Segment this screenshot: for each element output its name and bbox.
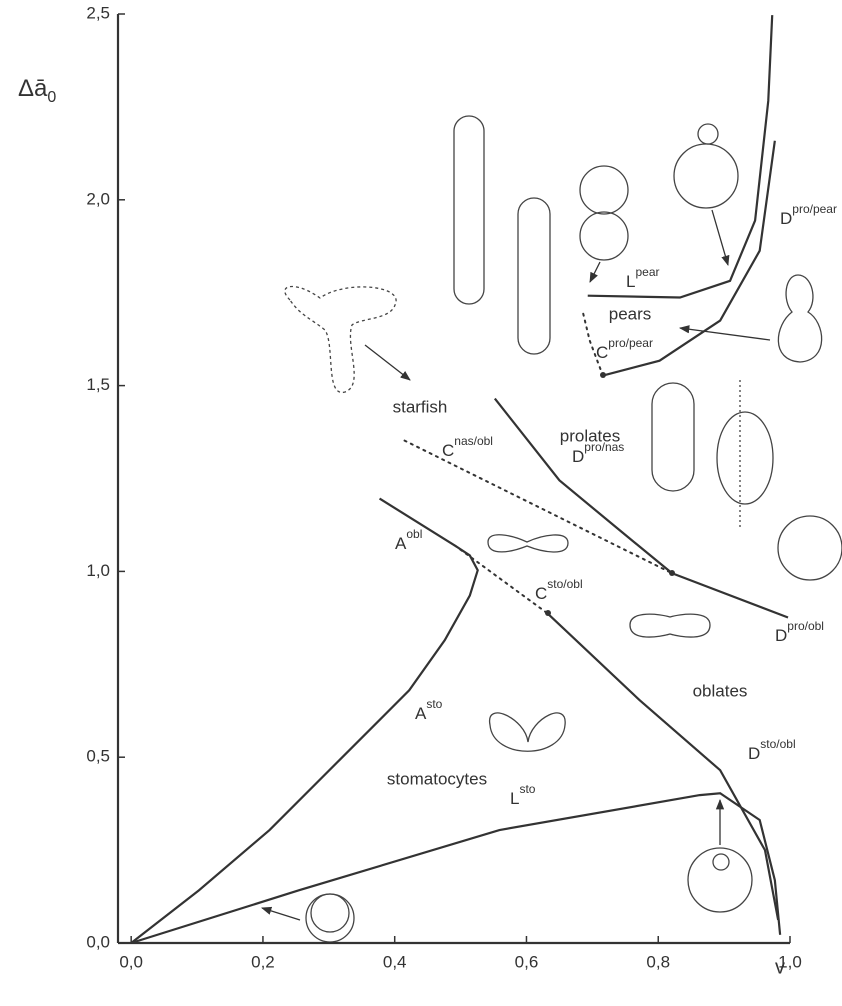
y-tick-label: 0,5	[86, 747, 110, 766]
x-tick-label: 0,4	[383, 952, 407, 971]
y-tick-label: 1,0	[86, 561, 110, 580]
y-tick-label: 1,5	[86, 375, 110, 394]
boundary-label-sup: obl	[406, 527, 422, 541]
boundary-label: Csto/obl	[535, 577, 583, 603]
boundary-label-sup: sto	[519, 782, 535, 796]
region-label: pears	[609, 304, 652, 323]
boundary-label-name: C	[596, 343, 608, 362]
phase-boundary	[453, 544, 549, 615]
phase-boundary	[130, 792, 782, 945]
y-axis-label-sub: 0	[47, 89, 56, 106]
boundary-label-name: D	[748, 744, 760, 763]
x-tick-label: 1,0	[778, 952, 802, 971]
x-tick-label: 0,6	[515, 952, 539, 971]
boundary-label-name: D	[775, 626, 787, 645]
phase-boundary	[378, 497, 456, 547]
phase-boundary	[403, 439, 674, 575]
boundary-label: Dpro/pear	[780, 202, 837, 228]
region-label: stomatocytes	[387, 769, 487, 788]
boundary-label-sup: pro/nas	[584, 440, 624, 454]
boundary-label-sup: sto/obl	[547, 577, 582, 591]
boundary-label-name: L	[510, 789, 519, 808]
x-tick-label: 0,8	[646, 952, 670, 971]
x-axis-label: v	[775, 956, 785, 978]
y-tick-label: 0,0	[86, 932, 110, 951]
boundary-label-name: C	[442, 441, 454, 460]
boundary-label: Dpro/obl	[775, 619, 824, 645]
boundary-label-name: L	[626, 272, 635, 291]
y-tick-label: 2,5	[86, 3, 110, 22]
boundary-label: Lpear	[626, 265, 660, 291]
boundary-label: Asto	[415, 697, 443, 723]
boundary-label: Aobl	[395, 527, 422, 553]
y-axis-label: Δā0	[18, 75, 56, 106]
boundary-label-name: D	[780, 209, 792, 228]
phase-boundary	[130, 544, 479, 944]
boundary-label: Lsto	[510, 782, 536, 808]
phase-boundary	[602, 140, 776, 377]
phase-boundary	[493, 397, 673, 575]
boundary-label-name: C	[535, 584, 547, 603]
boundary-label: Dsto/obl	[748, 737, 796, 763]
x-tick-label: 0,0	[119, 952, 143, 971]
boundary-label-sup: sto	[426, 697, 442, 711]
boundary-label-name: D	[572, 447, 584, 466]
boundary-label-sup: pro/obl	[787, 619, 824, 633]
boundary-label-name: A	[415, 704, 427, 723]
region-label: oblates	[693, 681, 748, 700]
phase-boundary	[587, 15, 774, 299]
boundary-label-name: A	[395, 534, 407, 553]
boundary-label-sup: sto/obl	[760, 737, 795, 751]
region-label: starfish	[393, 397, 448, 416]
x-tick-label: 0,2	[251, 952, 275, 971]
boundary-label-sup: pro/pear	[792, 202, 837, 216]
boundary-label: Cnas/obl	[442, 434, 493, 460]
phase-boundary	[581, 309, 604, 377]
boundary-label-sup: pro/pear	[608, 336, 653, 350]
phase-boundary	[546, 612, 780, 921]
y-axis-label-main: Δā	[18, 75, 48, 102]
region-label: prolates	[560, 426, 620, 445]
vesicle-shapes	[261, 115, 842, 943]
phase-boundary	[671, 572, 789, 619]
boundary-label-sup: nas/obl	[454, 434, 493, 448]
y-tick-label: 2,0	[86, 189, 110, 208]
boundary-label: Dpro/nas	[572, 440, 624, 466]
boundary-label-sup: pear	[635, 265, 659, 279]
boundary-label: Cpro/pear	[596, 336, 653, 362]
